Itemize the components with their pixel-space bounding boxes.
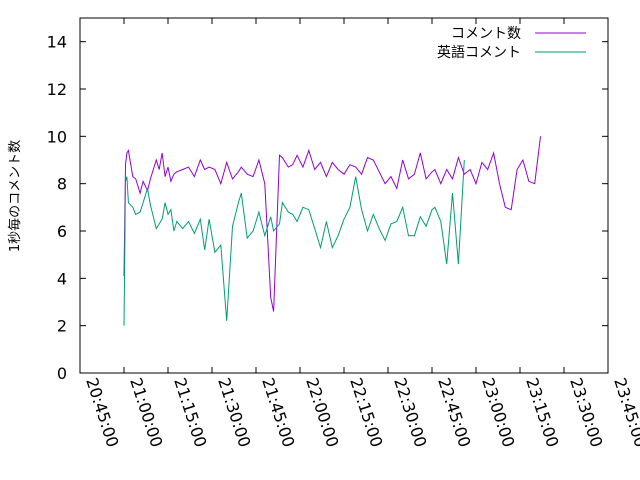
y-axis: 0 2 4 6 8 10 12 14 <box>47 33 608 383</box>
x-tick-label: 21:30:00 <box>214 375 254 449</box>
series-lines <box>123 136 541 326</box>
legend-label-2: 英語コメント <box>437 44 521 61</box>
y-tick-label: 2 <box>57 317 67 336</box>
series-line-2 <box>123 159 465 326</box>
legend-label-1: コメント数 <box>451 26 521 42</box>
x-tick-label: 23:15:00 <box>522 375 562 449</box>
y-tick-label: 4 <box>57 269 67 288</box>
x-tick-label: 23:30:00 <box>566 375 606 449</box>
y-tick-label: 6 <box>57 222 67 241</box>
x-axis: 20:45:00 21:00:00 21:15:00 21:30:00 21:45:00… <box>79 18 640 450</box>
y-axis-label: 1秒毎のコメント数 <box>7 140 23 252</box>
x-tick-label: 22:00:00 <box>302 375 342 449</box>
x-tick-label: 22:30:00 <box>390 375 430 449</box>
x-tick-label: 22:45:00 <box>434 375 474 449</box>
x-tick-label: 23:45:00 <box>610 375 640 449</box>
plot-frame <box>79 17 609 374</box>
x-tick-label: 20:45:00 <box>82 375 122 449</box>
x-tick-label: 21:15:00 <box>170 375 210 449</box>
x-tick-label: 22:15:00 <box>346 375 386 449</box>
y-tick-label: 12 <box>47 80 67 99</box>
series-line-1 <box>123 136 541 312</box>
x-tick-label: 23:00:00 <box>478 375 518 449</box>
y-tick-label: 8 <box>57 175 67 194</box>
y-tick-label: 14 <box>47 33 67 52</box>
y-tick-label: 10 <box>47 127 67 146</box>
y-tick-label: 0 <box>57 364 67 383</box>
x-tick-label: 21:00:00 <box>126 375 166 449</box>
x-tick-label: 21:45:00 <box>258 375 298 449</box>
